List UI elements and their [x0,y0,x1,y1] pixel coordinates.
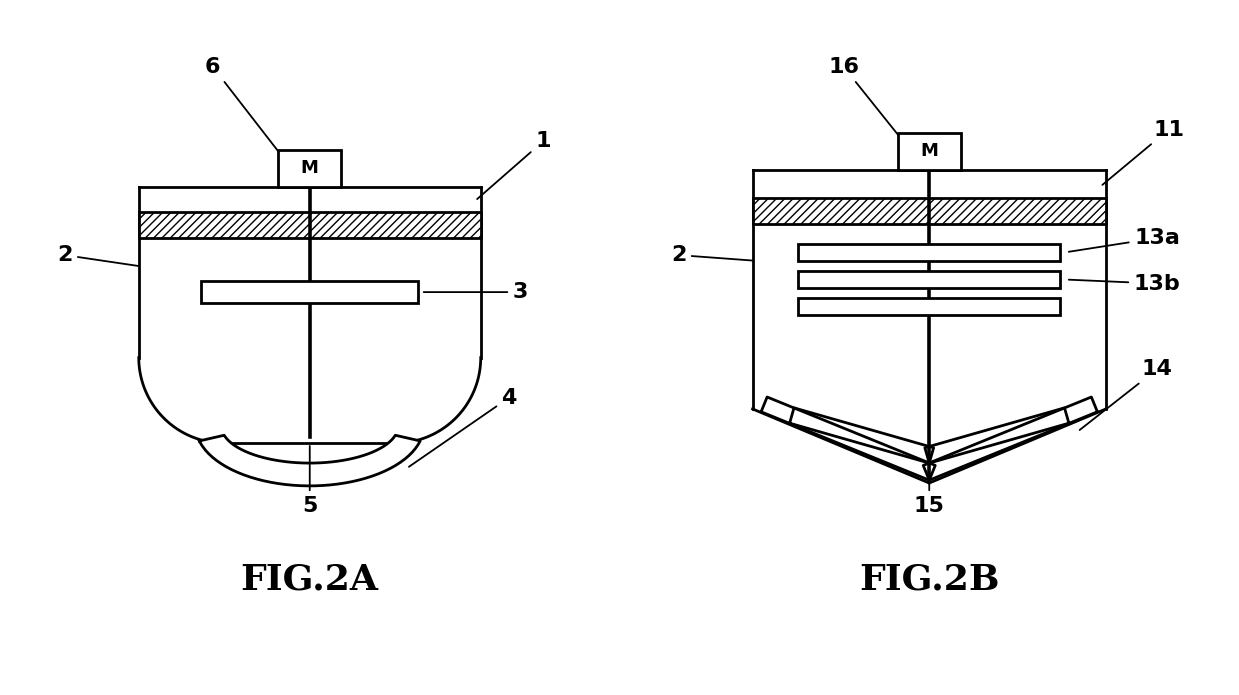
Text: 2: 2 [57,245,139,266]
Text: 11: 11 [1103,120,1184,185]
Text: 16: 16 [828,57,902,140]
Text: 13b: 13b [1069,274,1181,293]
Text: 5: 5 [302,446,317,516]
Text: 13a: 13a [1069,228,1181,252]
Text: M: M [301,159,318,177]
Text: FIG.2B: FIG.2B [859,563,1000,597]
Polygon shape [761,397,935,480]
Bar [798,271,1061,288]
Bar [139,212,481,238]
Bar [798,298,1061,316]
Polygon shape [199,435,420,486]
Bar [202,281,418,303]
Bar [752,198,1106,224]
Polygon shape [789,408,934,463]
Text: 4: 4 [409,388,517,467]
Bar [798,244,1061,261]
Text: FIG.2A: FIG.2A [240,563,379,597]
Text: M: M [921,142,938,160]
Polygon shape [923,397,1098,480]
Text: 14: 14 [1079,359,1172,430]
Bar [898,133,960,170]
Text: 2: 2 [670,245,752,265]
Text: 3: 3 [424,282,528,302]
Bar [279,149,341,187]
Polygon shape [924,408,1069,463]
Text: 15: 15 [914,484,944,516]
Text: 6: 6 [206,57,282,156]
Text: 1: 1 [477,131,551,199]
